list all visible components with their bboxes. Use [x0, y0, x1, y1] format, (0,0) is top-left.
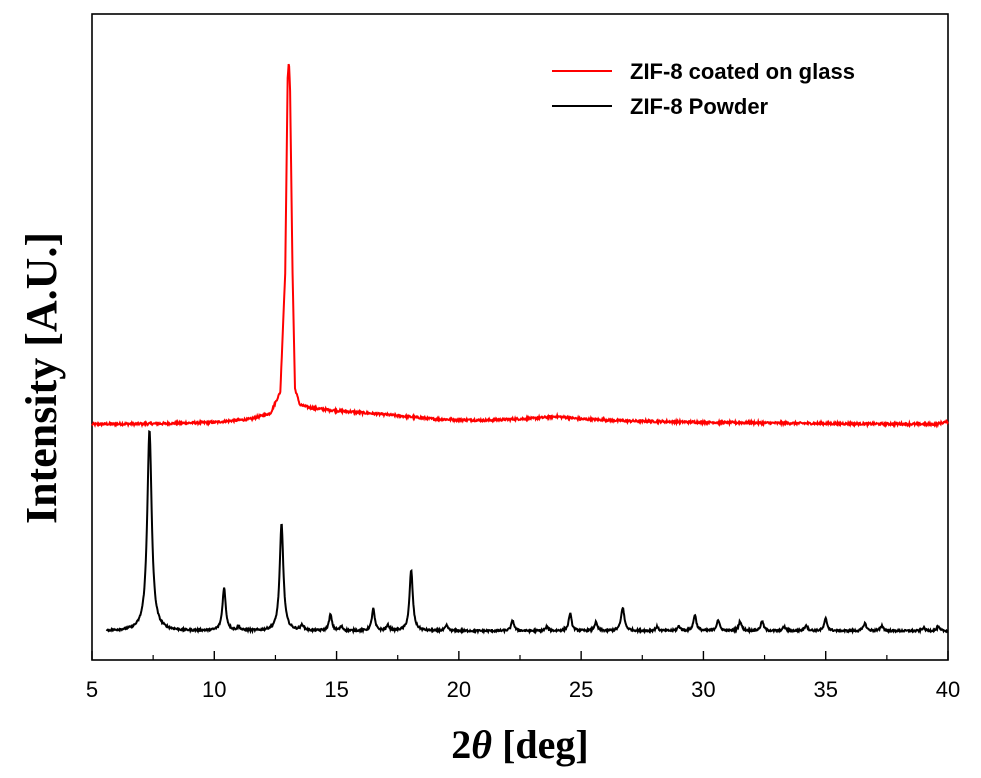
x-axis-title-symbol: θ — [471, 722, 492, 767]
x-tick-label: 10 — [202, 677, 226, 702]
x-tick-label: 40 — [936, 677, 960, 702]
x-axis-title-suffix: [deg] — [492, 722, 589, 767]
series-layer — [91, 63, 949, 635]
legend: ZIF-8 coated on glass ZIF-8 Powder — [552, 59, 855, 119]
y-axis-title: Intensity [A.U.] — [17, 232, 66, 524]
x-tick-label: 35 — [813, 677, 837, 702]
plot-frame — [91, 13, 949, 661]
legend-label-coated: ZIF-8 coated on glass — [630, 59, 855, 84]
series-line-powder — [105, 429, 949, 635]
x-axis-title-prefix: 2 — [451, 722, 471, 767]
series-line-coated-on-glass — [91, 63, 949, 429]
x-axis-tick-labels: 5 10 15 20 25 30 35 40 — [86, 677, 960, 702]
x-tick-label: 15 — [324, 677, 348, 702]
x-tick-label: 5 — [86, 677, 98, 702]
x-axis-title: 2θ [deg] — [451, 722, 588, 767]
x-tick-label: 25 — [569, 677, 593, 702]
x-tick-label: 20 — [447, 677, 471, 702]
x-axis-ticks — [91, 651, 949, 660]
x-tick-label: 30 — [691, 677, 715, 702]
legend-label-powder: ZIF-8 Powder — [630, 94, 769, 119]
